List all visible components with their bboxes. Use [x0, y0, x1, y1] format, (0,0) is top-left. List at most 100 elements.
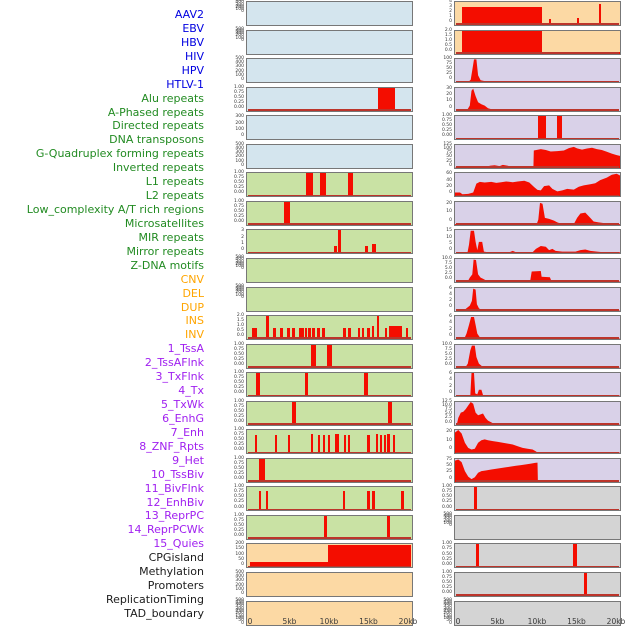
- y-tick-label: 4: [449, 291, 452, 297]
- y-tick-label: 1.00: [233, 198, 244, 204]
- y-tick-label: 6: [449, 371, 452, 377]
- y-tick-label: 0.50: [233, 465, 244, 471]
- y-tick-label: 0.00: [233, 447, 244, 453]
- data-bar: [333, 245, 337, 254]
- plot-box: [454, 115, 621, 141]
- plot-box: [454, 486, 621, 512]
- data-bar: [401, 490, 404, 511]
- y-tick-label: 0.25: [233, 385, 244, 391]
- y-tick-label: 400: [235, 574, 244, 580]
- data-area: [467, 259, 620, 282]
- data-area: [455, 430, 620, 454]
- y-axis-ticks: 1.00 0.75 0.50 0.25 0.00: [412, 570, 452, 596]
- y-tick-label: 100: [235, 615, 244, 621]
- data-baseline: [456, 451, 619, 454]
- y-tick-label: 0.50: [233, 522, 244, 528]
- plot-box: [246, 572, 413, 597]
- y-tick-label: 0.25: [233, 413, 244, 419]
- y-tick-label: 0.25: [233, 528, 244, 534]
- y-tick-label: 0.00: [233, 390, 244, 396]
- y-tick-label: 0.50: [233, 380, 244, 386]
- y-tick-label: 500: [443, 511, 452, 517]
- y-tick-label: 20: [446, 183, 452, 189]
- y-tick-label: 0.75: [441, 546, 452, 552]
- y-tick-label: 0.00: [233, 190, 244, 196]
- data-baseline: [456, 280, 619, 282]
- data-bar: [273, 327, 277, 340]
- data-bar: [251, 327, 257, 340]
- y-tick-label: 5.0: [444, 411, 452, 417]
- data-bar: [393, 434, 396, 454]
- data-bar: [337, 230, 342, 254]
- plot-box: [246, 543, 413, 569]
- plot-area: [247, 173, 412, 197]
- y-tick-label: 0: [241, 247, 244, 253]
- y-tick-label: 400: [235, 145, 244, 151]
- y-tick-label: 0.0: [444, 361, 452, 367]
- y-tick-label: 0.00: [441, 504, 452, 510]
- y-axis-ticks: 500 450 400 350 300 250 200 150 100 50 0: [204, 598, 244, 626]
- y-tick-label: 6: [449, 314, 452, 320]
- y-axis-ticks: 200 150 100 50 0: [204, 542, 244, 567]
- plot-area: [455, 202, 620, 225]
- plot-box: [454, 543, 621, 569]
- y-axis-ticks: 500 400 300 200 100 0: [204, 284, 244, 311]
- data-bar: [387, 515, 391, 539]
- data-area: [467, 231, 620, 254]
- track-label: 6_EnhG: [162, 411, 204, 425]
- y-axis-ticks: 1.00 0.75 0.50 0.25 0.00: [204, 342, 244, 368]
- y-tick-label: 400: [235, 285, 244, 291]
- y-tick-label: 4: [449, 0, 452, 4]
- data-bar: [376, 316, 380, 340]
- track-label: 15_Quies: [153, 537, 204, 551]
- data-bar: [292, 327, 295, 340]
- plot-area: [455, 173, 620, 197]
- track-label: HIV: [184, 49, 204, 63]
- y-tick-label: 0.25: [233, 442, 244, 448]
- plot-box: [454, 172, 621, 198]
- y-tick-label: 50: [238, 618, 244, 624]
- y-tick-label: 1.00: [233, 484, 244, 490]
- y-tick-label: 0: [449, 190, 452, 196]
- plot-box: [246, 486, 413, 512]
- data-baseline: [456, 223, 619, 225]
- y-tick-label: 300: [235, 150, 244, 156]
- y-tick-label: 0: [241, 133, 244, 139]
- plot-area: [455, 59, 620, 83]
- y-tick-label: 0.50: [233, 494, 244, 500]
- plot-box: [454, 257, 621, 283]
- y-axis-ticks: 100 75 50 25 0: [412, 56, 452, 82]
- y-tick-label: 0.00: [441, 561, 452, 567]
- data-baseline: [456, 594, 619, 596]
- plot-area: [247, 116, 412, 139]
- y-tick-label: 125: [443, 141, 452, 147]
- plot-area: [247, 401, 412, 425]
- y-axis-ticks: 125 100 75 50 25 0: [412, 141, 452, 168]
- y-tick-label: 500: [443, 597, 452, 603]
- y-tick-label: 0.00: [233, 504, 244, 510]
- plot-area: [247, 544, 412, 568]
- y-tick-label: 100: [443, 56, 452, 62]
- data-bar: [461, 6, 543, 25]
- y-tick-label: 0.25: [441, 585, 452, 591]
- data-baseline: [248, 565, 411, 568]
- y-tick-label: 0.0: [444, 276, 452, 282]
- data-bar: [342, 490, 346, 511]
- y-axis-ticks: 10.0 7.5 5.0 2.5 0.0: [412, 256, 452, 282]
- y-tick-label: 350: [443, 604, 452, 610]
- y-tick-label: 200: [235, 154, 244, 160]
- y-tick-label: 75: [446, 61, 452, 67]
- y-tick-label: 100: [235, 7, 244, 13]
- y-axis-ticks: 1.00 0.75 0.50 0.25 0.00: [204, 370, 244, 396]
- y-tick-label: 2.5: [444, 356, 452, 362]
- data-area: [455, 202, 620, 225]
- data-bar: [367, 327, 370, 340]
- data-bar: [406, 327, 409, 340]
- y-tick-label: 100: [235, 72, 244, 78]
- y-tick-label: 0.75: [233, 175, 244, 181]
- y-tick-label: 0: [449, 390, 452, 396]
- plot-area: [455, 516, 620, 539]
- data-baseline: [248, 194, 411, 197]
